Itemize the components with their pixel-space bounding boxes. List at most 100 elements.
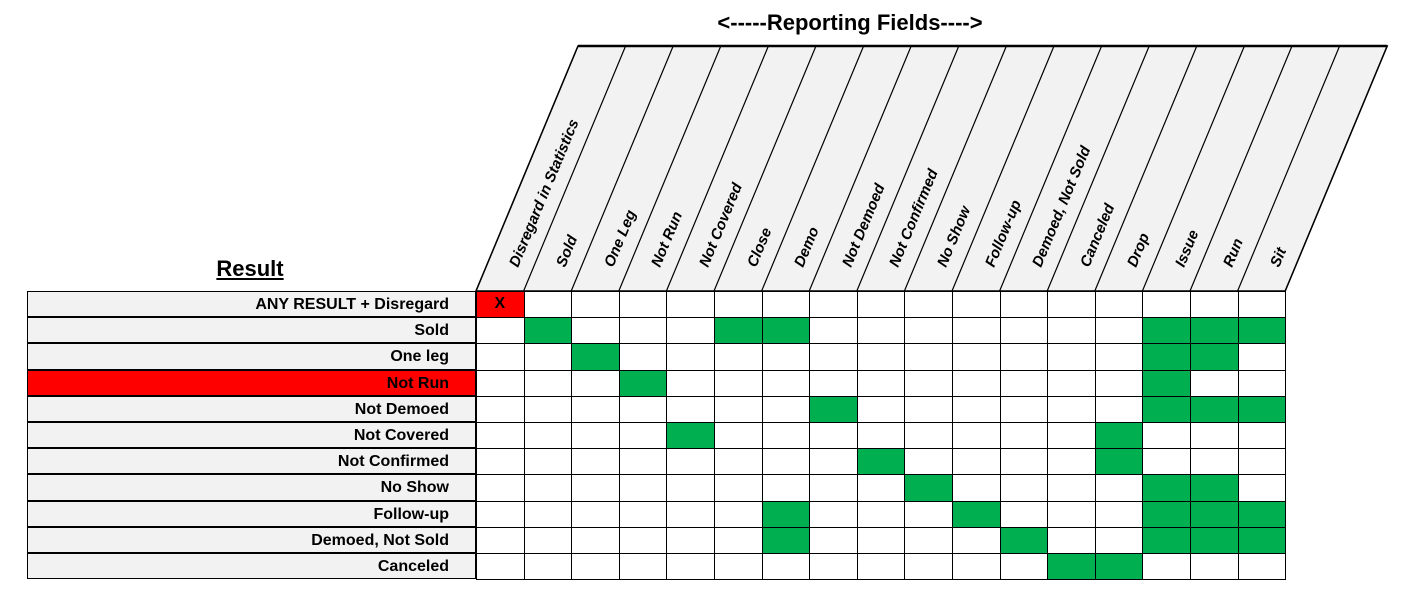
matrix-cell	[856, 448, 906, 476]
matrix-cell	[666, 343, 715, 371]
matrix-cell	[1047, 526, 1096, 554]
matrix-cell	[952, 474, 1001, 502]
matrix-cell	[1047, 553, 1096, 581]
row-label-demoed-not-sold: Demoed, Not Sold	[27, 526, 476, 553]
matrix-cell	[666, 422, 715, 450]
matrix-cell	[761, 369, 811, 397]
matrix-cell	[856, 291, 906, 319]
matrix-cell	[904, 369, 953, 397]
matrix-cell	[666, 553, 715, 581]
header-separator	[1189, 45, 1293, 292]
matrix-cell	[1094, 526, 1144, 554]
header-separator	[1094, 45, 1198, 292]
matrix-cell	[904, 526, 953, 554]
matrix-cell	[618, 500, 668, 528]
matrix-cell	[856, 317, 906, 345]
matrix-cell	[1142, 395, 1191, 423]
matrix-cell	[714, 317, 763, 345]
matrix-cell	[571, 343, 620, 371]
matrix-cell	[1237, 500, 1287, 528]
matrix-cell	[618, 395, 668, 423]
matrix-cell	[1237, 369, 1287, 397]
matrix-cell	[1047, 317, 1096, 345]
header-separator	[856, 45, 960, 292]
matrix-cell	[714, 343, 763, 371]
matrix-cell	[761, 395, 811, 423]
matrix-cell	[523, 526, 573, 554]
matrix-cell	[1237, 395, 1287, 423]
matrix-cell	[1094, 395, 1144, 423]
matrix-cell	[523, 291, 573, 319]
row-label-not-demoed: Not Demoed	[27, 395, 476, 422]
row-label-any-result-disregard: ANY RESULT + Disregard	[27, 291, 476, 318]
header-separator	[808, 45, 912, 292]
matrix-cell	[571, 500, 620, 528]
matrix-cell	[523, 500, 573, 528]
matrix-cell	[666, 317, 715, 345]
matrix-cell	[1237, 291, 1287, 319]
matrix-cell	[1237, 343, 1287, 371]
matrix-cell	[761, 448, 811, 476]
matrix-cell	[999, 474, 1049, 502]
matrix-cell	[523, 369, 573, 397]
header-separator	[665, 45, 769, 292]
matrix-cell	[571, 526, 620, 554]
matrix-cell	[618, 369, 668, 397]
matrix-cell	[1190, 448, 1239, 476]
matrix-cell	[761, 500, 811, 528]
matrix-cell	[1237, 317, 1287, 345]
matrix-cell	[999, 448, 1049, 476]
matrix-cell	[904, 448, 953, 476]
matrix-cell	[476, 369, 525, 397]
matrix-cell	[666, 526, 715, 554]
matrix-cell	[856, 395, 906, 423]
matrix-cell	[809, 474, 858, 502]
matrix-cell	[856, 343, 906, 371]
matrix-cell	[999, 395, 1049, 423]
matrix-cell	[1047, 291, 1096, 319]
matrix-cell	[476, 553, 525, 581]
matrix-cell	[904, 317, 953, 345]
matrix-cell	[714, 474, 763, 502]
matrix-cell	[809, 448, 858, 476]
matrix-cell	[952, 369, 1001, 397]
matrix-cell	[476, 448, 525, 476]
matrix-cell	[1237, 526, 1287, 554]
matrix-cell	[761, 291, 811, 319]
matrix-cell	[1094, 369, 1144, 397]
header-separator	[1284, 45, 1388, 292]
matrix-cell	[809, 422, 858, 450]
matrix-cell	[1094, 500, 1144, 528]
matrix-cell	[1190, 369, 1239, 397]
header-separator	[903, 45, 1007, 292]
matrix-cell	[1190, 395, 1239, 423]
matrix-cell	[761, 343, 811, 371]
matrix-cell	[1047, 395, 1096, 423]
matrix-cell	[714, 553, 763, 581]
matrix-cell	[999, 526, 1049, 554]
matrix-cell	[761, 474, 811, 502]
matrix-cell	[761, 526, 811, 554]
matrix-cell	[761, 422, 811, 450]
matrix-cell	[476, 500, 525, 528]
matrix-cell	[809, 291, 858, 319]
matrix-cell	[761, 553, 811, 581]
matrix-cell	[476, 317, 525, 345]
matrix-cell	[571, 422, 620, 450]
matrix-cell	[1237, 422, 1287, 450]
matrix-cell	[476, 474, 525, 502]
matrix-cell	[1142, 474, 1191, 502]
matrix-cell	[666, 474, 715, 502]
header-separator	[999, 45, 1103, 292]
matrix-cell	[1047, 369, 1096, 397]
matrix-cell	[952, 526, 1001, 554]
matrix-cell	[1047, 474, 1096, 502]
matrix-cell	[1047, 500, 1096, 528]
matrix-cell	[714, 291, 763, 319]
matrix-cell	[809, 526, 858, 554]
header-separator	[523, 45, 627, 292]
matrix-cell	[666, 395, 715, 423]
matrix-cell	[856, 526, 906, 554]
matrix-cell	[809, 553, 858, 581]
